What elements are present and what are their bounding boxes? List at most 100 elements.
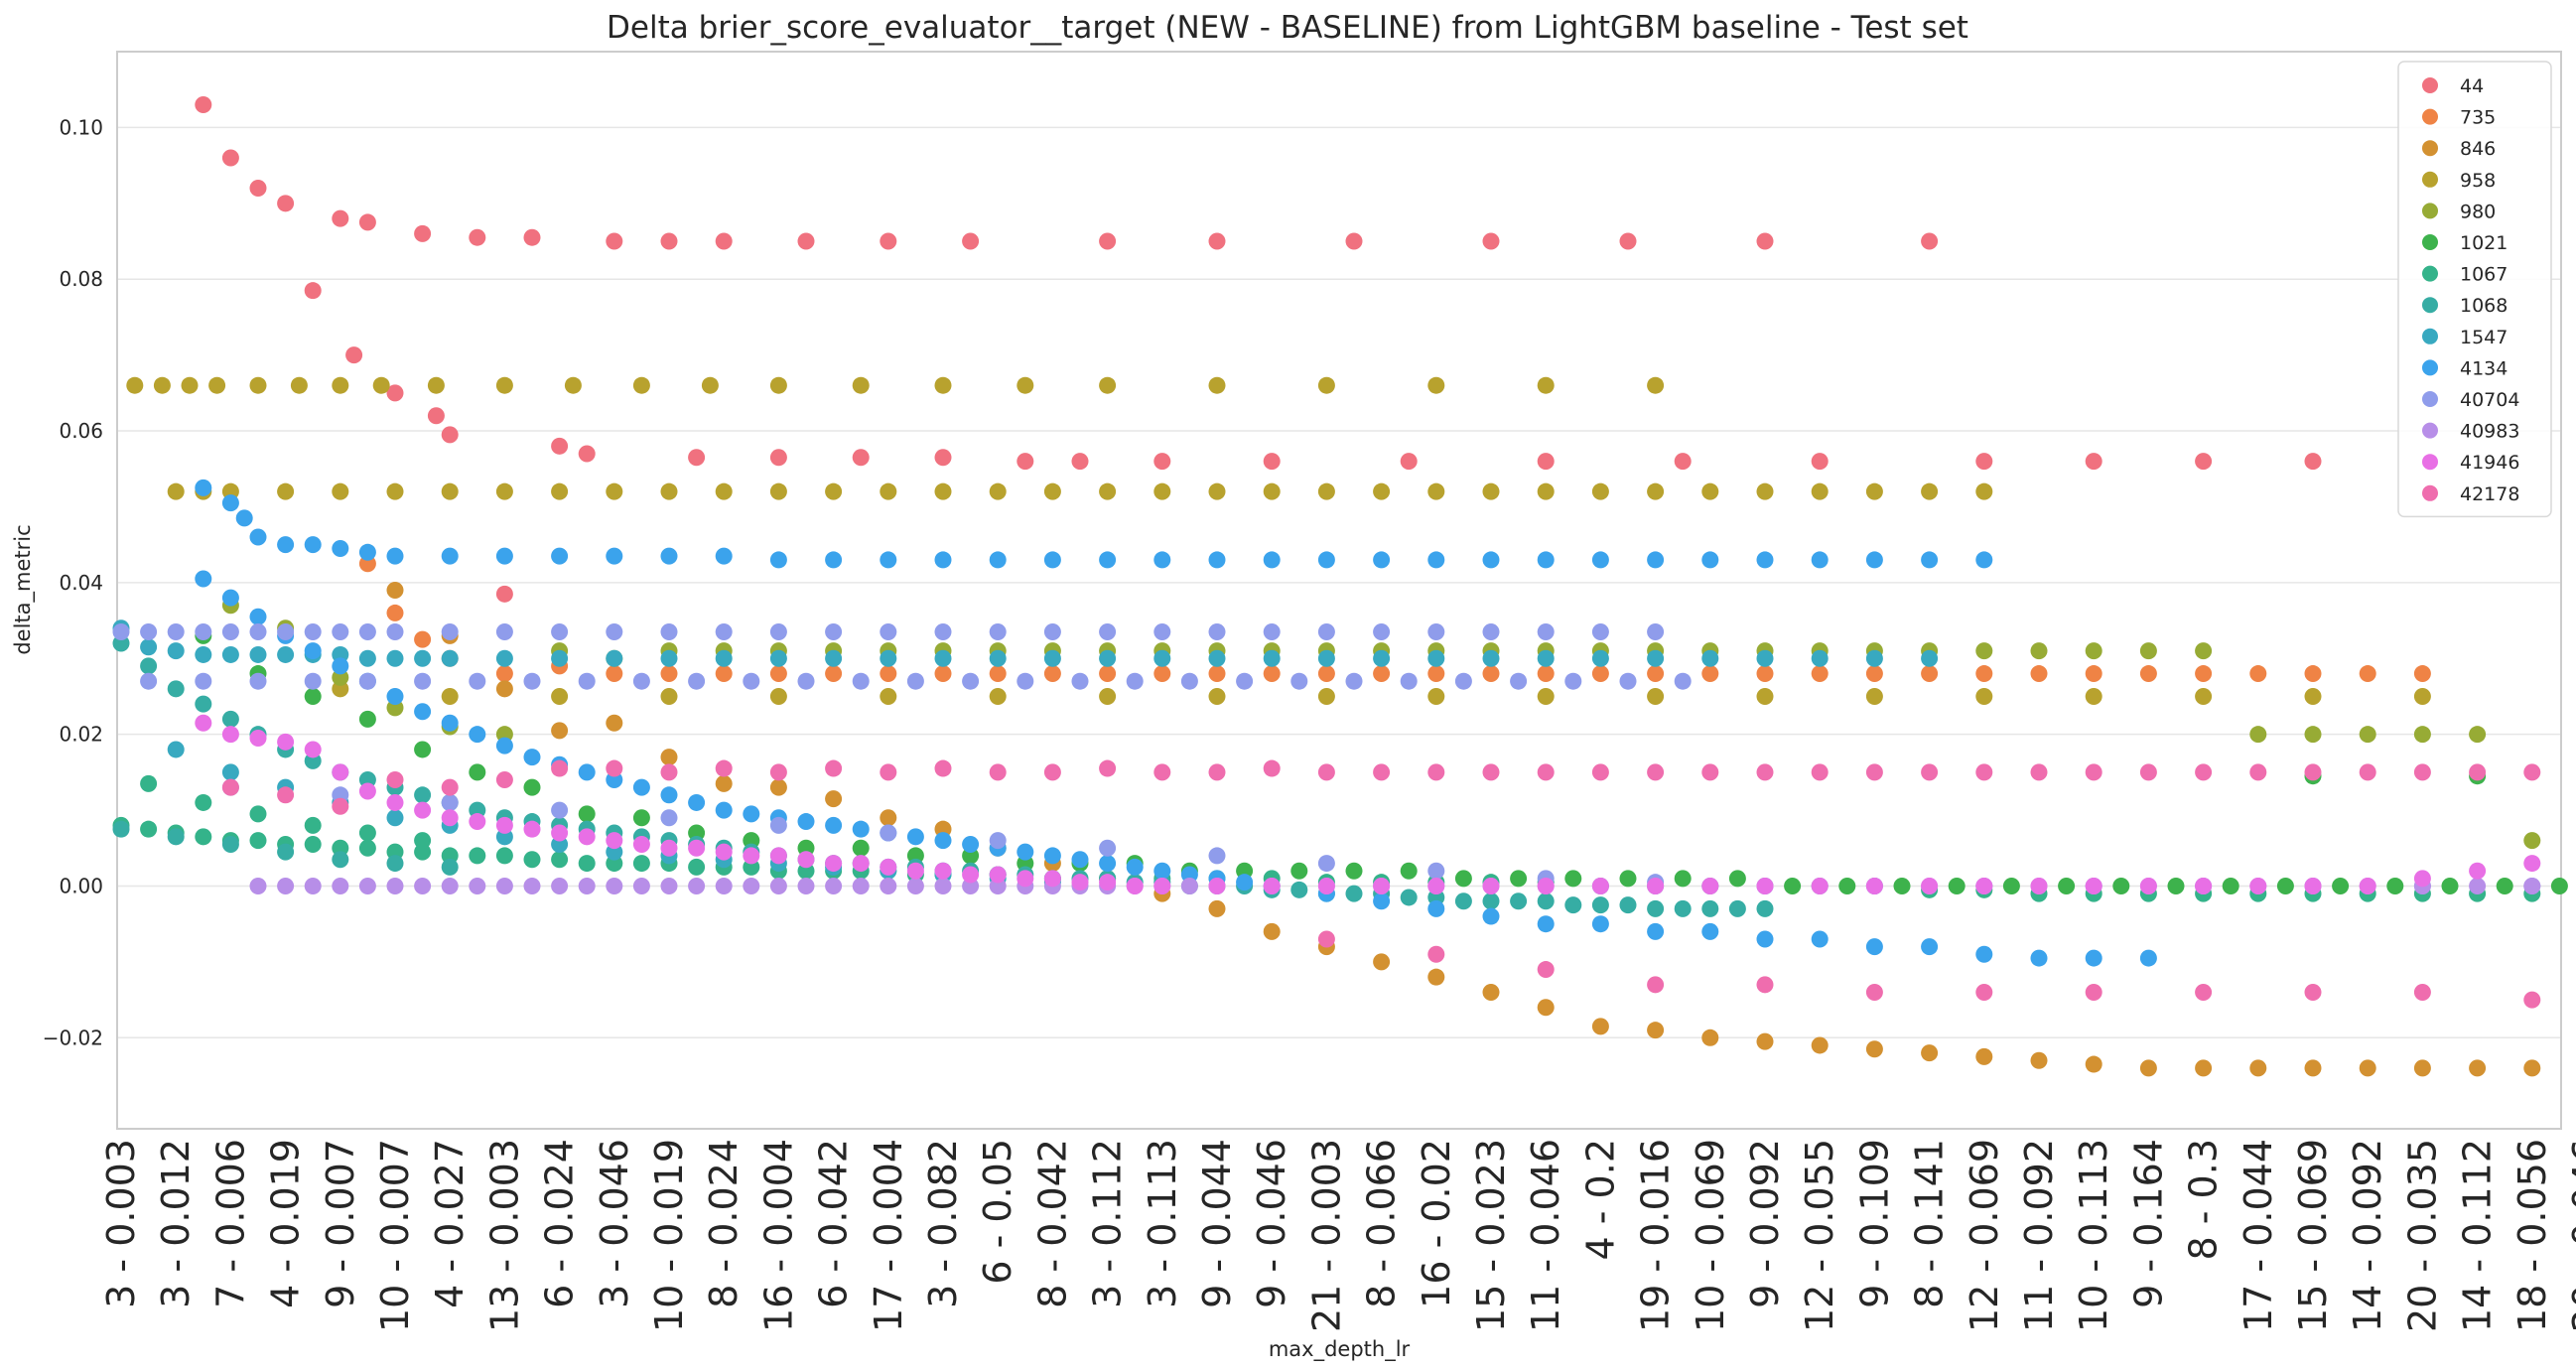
y-tick-label: −0.02	[43, 1026, 103, 1049]
data-point	[249, 376, 267, 394]
data-point	[386, 604, 404, 621]
data-point	[112, 820, 130, 838]
data-point	[1537, 482, 1555, 500]
data-point	[1865, 665, 1883, 683]
data-point	[1099, 874, 1117, 892]
data-point	[769, 816, 787, 834]
data-point	[660, 763, 678, 781]
data-point	[880, 809, 897, 827]
data-point	[249, 805, 267, 823]
legend-label: 42178	[2460, 483, 2519, 505]
data-point	[2304, 1059, 2322, 1077]
data-point	[551, 547, 569, 565]
data-point	[1701, 649, 1719, 667]
data-point	[825, 649, 843, 667]
data-point	[934, 862, 952, 880]
data-point	[2085, 665, 2102, 683]
data-point	[1099, 623, 1117, 641]
data-point	[386, 855, 404, 873]
data-point	[1784, 877, 1802, 894]
data-point	[1591, 551, 1609, 569]
data-point	[1756, 763, 1774, 781]
legend-marker	[2422, 77, 2438, 93]
x-axis-ticks: 3 - 0.003 3 - 0.012 7 - 0.006 4 - 0.019 9 - …	[99, 1139, 2576, 1332]
data-point	[2359, 665, 2376, 683]
data-point	[1811, 482, 1829, 500]
data-point	[1043, 870, 1061, 888]
data-point	[1071, 672, 1089, 690]
data-point	[852, 839, 870, 857]
data-point	[386, 384, 404, 402]
data-point	[1756, 899, 1774, 917]
data-point	[1099, 687, 1117, 705]
data-point	[989, 482, 1007, 500]
data-point	[469, 228, 486, 246]
data-point	[1756, 232, 1774, 250]
legend-box	[2397, 61, 2552, 518]
data-point	[1674, 899, 1692, 917]
data-point	[523, 820, 541, 838]
data-point	[962, 672, 980, 690]
x-tick-label: 16 - 0.02	[1415, 1139, 1458, 1308]
data-point	[249, 729, 267, 747]
data-point	[1290, 862, 1308, 880]
data-point	[1865, 1040, 1883, 1058]
data-point	[769, 877, 787, 894]
data-point	[1537, 961, 1555, 979]
data-point	[825, 759, 843, 777]
data-point	[221, 645, 239, 663]
x-tick-label: 3 - 0.113	[1141, 1139, 1184, 1308]
data-point	[2523, 763, 2541, 781]
data-point	[2195, 453, 2213, 471]
data-point	[1208, 649, 1226, 667]
x-tick-label: 20 - 0.046	[2565, 1139, 2576, 1332]
data-point	[880, 623, 897, 641]
data-point	[221, 835, 239, 853]
data-point	[140, 657, 158, 675]
data-point	[1290, 672, 1308, 690]
data-point	[632, 809, 650, 827]
data-point	[2469, 726, 2487, 744]
data-point	[1756, 665, 1774, 683]
data-point	[1811, 930, 1829, 948]
x-tick-label: 4 - 0.027	[428, 1139, 472, 1308]
data-point	[1482, 232, 1500, 250]
data-point	[441, 858, 459, 876]
data-point	[551, 824, 569, 842]
data-point	[660, 665, 678, 683]
data-point	[1373, 649, 1391, 667]
data-point	[1865, 763, 1883, 781]
data-point	[1427, 877, 1445, 894]
x-tick-label: 6 - 0.05	[976, 1139, 1019, 1285]
data-point	[1153, 623, 1171, 641]
data-point	[167, 623, 185, 641]
data-point	[1537, 649, 1555, 667]
data-point	[2304, 983, 2322, 1001]
data-point	[1208, 376, 1226, 394]
data-point	[2030, 1051, 2048, 1069]
data-point	[386, 877, 404, 894]
data-point	[495, 585, 513, 603]
data-point	[578, 855, 596, 873]
data-point	[1591, 665, 1609, 683]
data-point	[221, 778, 239, 796]
data-point	[304, 687, 322, 705]
legend-label: 1067	[2460, 264, 2508, 286]
x-tick-label: 6 - 0.042	[812, 1139, 856, 1308]
data-point	[1427, 482, 1445, 500]
data-point	[632, 835, 650, 853]
data-point	[606, 759, 623, 777]
y-tick-label: 0.02	[59, 723, 103, 747]
data-point	[852, 855, 870, 873]
data-point	[2139, 949, 2157, 967]
data-point	[249, 180, 267, 198]
data-point	[1756, 1032, 1774, 1050]
data-point	[1099, 482, 1117, 500]
data-point	[2030, 763, 2048, 781]
legend-marker	[2422, 108, 2438, 125]
data-point	[1400, 672, 1418, 690]
data-point	[660, 749, 678, 766]
legend-label: 41946	[2460, 452, 2519, 474]
data-point	[2167, 877, 2185, 894]
data-point	[386, 809, 404, 827]
